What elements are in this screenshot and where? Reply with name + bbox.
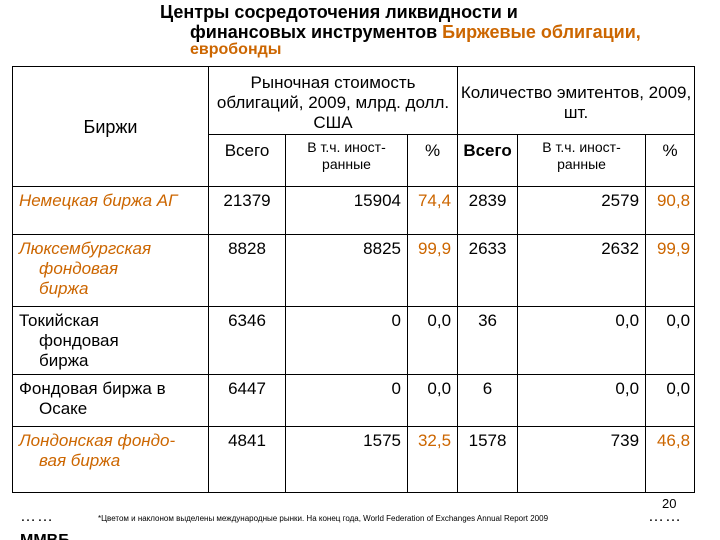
exchange-name-line-1: Токийская xyxy=(19,311,99,330)
market-value-pct: 0,0 xyxy=(406,374,459,427)
issuers-total: 2839 xyxy=(457,186,519,235)
market-value-total: 6447 xyxy=(208,374,286,427)
issuers-pct: 0,0 xyxy=(645,306,696,375)
title-line-1: Центры сосредоточения ликвидности и xyxy=(160,2,518,22)
header-issuers: Количество эмитентов, 2009, шт. xyxy=(457,66,696,135)
table-row: Токийская фондовая биржа 6346 0 0,0 36 0,0 0,0 xyxy=(12,306,696,375)
market-value-foreign: 0 xyxy=(285,306,408,375)
issuers-total: 36 xyxy=(457,306,519,375)
market-value-pct: 99,9 xyxy=(406,234,459,307)
exchange-name-line-2: вая биржа xyxy=(39,451,121,470)
exchange-name: Фондовая биржа в Осаке xyxy=(12,374,209,427)
header-market-value: Рыночная стоимость облигаций, 2009, млрд… xyxy=(207,66,459,135)
header-mv-total: Всего xyxy=(208,134,286,187)
page-number: 20 xyxy=(662,496,677,511)
table-row: Немецкая биржа АГ 21379 15904 74,4 2839 2579 9… xyxy=(12,186,696,235)
exchange-name: Лондонская фондо-вая биржа xyxy=(12,426,209,493)
issuers-pct: 46,8 xyxy=(645,426,696,493)
market-value-total: 6346 xyxy=(208,306,286,375)
ellipsis-right: …… xyxy=(648,508,682,525)
exchange-name-line-3: биржа xyxy=(39,351,89,370)
issuers-foreign: 2632 xyxy=(517,234,647,307)
slide-title: Центры сосредоточения ликвидности и фина… xyxy=(160,2,700,58)
header-iss-foreign: В т.ч. иност-ранные xyxy=(517,134,647,187)
issuers-foreign: 2579 xyxy=(517,186,647,235)
exchange-name-line-1: Немецкая биржа АГ xyxy=(19,191,178,210)
footnote: *Цветом и наклоном выделены международны… xyxy=(98,514,549,523)
exchange-name-line-2: фондовая xyxy=(39,259,119,278)
issuers-pct: 99,9 xyxy=(645,234,696,307)
market-value-total: 8828 xyxy=(208,234,286,307)
exchange-name: Токийская фондовая биржа xyxy=(12,306,209,375)
header-row-subcolumns: Всего В т.ч. иност-ранные % Всего В т.ч.… xyxy=(13,134,696,187)
header-iss-total: Всего xyxy=(457,134,519,187)
title-line-2: финансовых инструментов Биржевые облигац… xyxy=(160,22,700,42)
exchange-name-line-1: Лондонская фондо- xyxy=(19,431,176,450)
exchange-name-line-3: биржа xyxy=(39,279,89,298)
ellipsis-left: …… xyxy=(20,508,54,525)
table-row: Люксембургская фондовая биржа 8828 8825 99,9 2… xyxy=(12,234,696,307)
issuers-total: 2633 xyxy=(457,234,519,307)
exchange-name-line-2: фондовая xyxy=(39,331,119,350)
header-iss-pct: % xyxy=(645,134,696,187)
header-exchanges: Биржи xyxy=(12,66,209,187)
issuers-foreign: 0,0 xyxy=(517,374,647,427)
market-value-pct: 74,4 xyxy=(406,186,459,235)
market-value-total: 21379 xyxy=(208,186,286,235)
table-row: Лондонская фондо-вая биржа 4841 1575 32,5 15… xyxy=(12,426,696,493)
market-value-foreign: 8825 xyxy=(285,234,408,307)
market-value-foreign: 15904 xyxy=(285,186,408,235)
issuers-total: 1578 xyxy=(457,426,519,493)
issuers-total: 6 xyxy=(457,374,519,427)
header-mv-pct: % xyxy=(406,134,459,187)
market-value-pct: 32,5 xyxy=(406,426,459,493)
issuers-foreign: 739 xyxy=(517,426,647,493)
exchange-name-line-2: Осаке xyxy=(39,399,88,418)
exchange-name: Немецкая биржа АГ xyxy=(12,186,209,235)
cut-off-row-label: ММВБ xyxy=(20,532,70,540)
title-line-2-part-1: финансовых инструментов xyxy=(190,22,443,42)
exchange-name-line-1: Фондовая биржа в xyxy=(19,379,166,398)
market-value-foreign: 0 xyxy=(285,374,408,427)
header-mv-foreign: В т.ч. иност-ранные xyxy=(285,134,408,187)
liquidity-table: Биржи Рыночная стоимость облигаций, 2009… xyxy=(12,66,696,493)
table-row: Фондовая биржа в Осаке 6447 0 0,0 6 0,0 0,0 xyxy=(12,374,696,427)
issuers-pct: 90,8 xyxy=(645,186,696,235)
issuers-pct: 0,0 xyxy=(645,374,696,427)
exchange-name: Люксембургская фондовая биржа xyxy=(12,234,209,307)
header-row-groups: Биржи Рыночная стоимость облигаций, 2009… xyxy=(12,66,696,187)
market-value-total: 4841 xyxy=(208,426,286,493)
market-value-pct: 0,0 xyxy=(406,306,459,375)
issuers-foreign: 0,0 xyxy=(517,306,647,375)
title-line-2-part-2: Биржевые облигации, xyxy=(442,22,641,42)
market-value-foreign: 1575 xyxy=(285,426,408,493)
title-line-3: евробонды xyxy=(190,41,282,58)
exchange-name-line-1: Люксембургская xyxy=(19,239,152,258)
